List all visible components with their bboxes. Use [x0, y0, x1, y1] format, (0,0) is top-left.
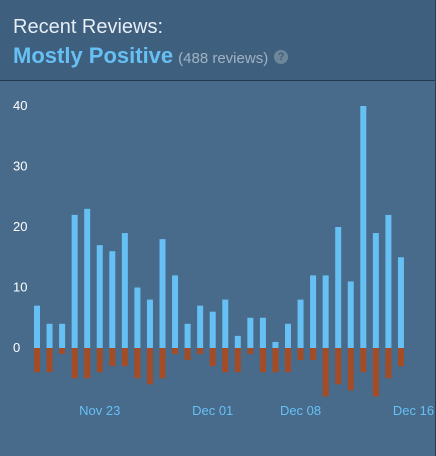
positive-bar	[71, 214, 78, 348]
positive-bar	[247, 317, 254, 348]
positive-bar	[172, 275, 179, 348]
reviews-header: Recent Reviews: Mostly Positive (488 rev…	[0, 0, 435, 81]
help-icon[interactable]: ?	[274, 50, 289, 64]
y-tick-label: 20	[13, 219, 27, 234]
positive-bar	[59, 323, 66, 348]
y-tick-label: 30	[13, 159, 27, 174]
positive-bar	[347, 281, 354, 348]
negative-bar	[297, 348, 304, 361]
positive-bar	[234, 335, 241, 348]
review-summary-row: Mostly Positive (488 reviews) ?	[13, 43, 289, 69]
negative-bar	[172, 348, 179, 355]
positive-bar	[259, 317, 266, 348]
x-tick-label: Dec 16	[393, 403, 434, 418]
positive-bar	[372, 233, 379, 348]
negative-bar	[360, 348, 367, 373]
negative-bar	[397, 348, 404, 367]
negative-bar	[310, 348, 317, 361]
positive-bar	[34, 305, 40, 348]
negative-bar	[272, 348, 279, 373]
y-tick-label: 10	[13, 280, 27, 295]
negative-bar	[109, 348, 116, 367]
negative-bar	[322, 348, 329, 397]
positive-bar	[285, 323, 291, 348]
review-count: (488 reviews)	[178, 50, 269, 67]
positive-bar	[297, 299, 304, 348]
positive-bar	[197, 305, 204, 348]
negative-bar	[46, 348, 53, 373]
negative-bar	[372, 348, 379, 397]
positive-bar	[397, 257, 404, 348]
positive-bar	[310, 275, 317, 348]
negative-bar	[259, 348, 266, 373]
positive-bar	[84, 208, 91, 348]
negative-bar	[121, 348, 128, 367]
positive-bar	[335, 227, 342, 348]
negative-bar	[84, 348, 91, 379]
negative-bar	[59, 348, 66, 355]
positive-bar	[322, 275, 329, 348]
negative-bar	[197, 348, 204, 355]
x-tick-label: Dec 01	[192, 403, 233, 418]
positive-bar	[184, 323, 191, 348]
positive-bar	[222, 299, 229, 348]
negative-bar	[222, 348, 229, 373]
negative-bar	[335, 348, 342, 385]
positive-bar	[134, 287, 141, 348]
negative-bar	[285, 348, 291, 373]
negative-bar	[209, 348, 216, 367]
y-tick-label: 40	[13, 98, 27, 113]
positive-bar	[96, 245, 103, 348]
x-tick-label: Dec 08	[280, 403, 321, 418]
negative-bar	[96, 348, 103, 373]
positive-bar	[109, 251, 116, 348]
positive-bar	[209, 311, 216, 348]
positive-bar	[272, 341, 279, 348]
negative-bar	[234, 348, 241, 373]
positive-bar	[360, 106, 367, 348]
negative-bar	[34, 348, 40, 373]
negative-bar	[71, 348, 78, 379]
positive-bar	[121, 233, 128, 348]
negative-bar	[184, 348, 191, 361]
x-tick-label: Nov 23	[79, 403, 120, 418]
negative-bar	[247, 348, 254, 355]
positive-bar	[146, 299, 153, 348]
negative-bar	[159, 348, 166, 379]
positive-bar	[385, 214, 392, 348]
negative-bar	[347, 348, 354, 391]
negative-bar	[385, 348, 392, 379]
positive-bar	[159, 239, 166, 348]
positive-bar	[46, 323, 53, 348]
review-summary[interactable]: Mostly Positive	[13, 43, 174, 68]
negative-bar	[146, 348, 153, 385]
y-tick-label: 0	[13, 340, 20, 355]
recent-reviews-heading: Recent Reviews:	[13, 16, 164, 38]
negative-bar	[134, 348, 141, 379]
